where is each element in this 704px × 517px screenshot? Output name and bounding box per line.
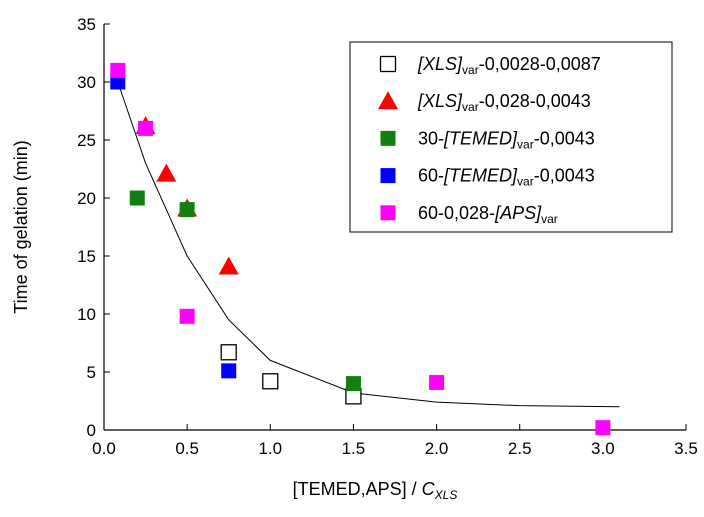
text-part: [XLS] — [417, 91, 463, 111]
y-axis-label: Time of gelation (min) — [11, 140, 31, 313]
point — [129, 190, 145, 206]
legend-marker — [380, 130, 396, 146]
y-tick-label: 5 — [87, 363, 96, 382]
text-part: var — [541, 212, 558, 226]
point — [156, 163, 177, 182]
x-tick-label: 2.0 — [425, 439, 449, 458]
point — [110, 62, 126, 78]
x-tick-label: 0.0 — [92, 439, 116, 458]
x-tick-label: 3.5 — [674, 439, 698, 458]
x-tick-label: 1.5 — [342, 439, 366, 458]
x-axis-label: [TEMED,APS] / CXLS — [293, 479, 458, 502]
text-part: [XLS] — [417, 54, 463, 74]
text-part: 60-0,028- — [418, 203, 495, 223]
legend-label: 30-[TEMED]var-0,0043 — [418, 128, 595, 151]
x-tick-label: 1.0 — [258, 439, 282, 458]
text-part: C — [422, 479, 436, 499]
text-part: 30- — [418, 128, 444, 148]
x-tick-label: 3.0 — [591, 439, 615, 458]
text-part: -0,0043 — [534, 128, 595, 148]
legend-label: 60-0,028-[APS]var — [418, 203, 558, 226]
x-tick-label: 2.5 — [508, 439, 532, 458]
point — [221, 363, 237, 379]
point — [110, 74, 126, 90]
text-part: [TEMED,APS] / — [293, 479, 422, 499]
y-tick-label: 30 — [77, 73, 96, 92]
legend-marker — [380, 168, 396, 184]
y-tick-label: 10 — [77, 305, 96, 324]
y-tick-label: 25 — [77, 131, 96, 150]
point — [429, 374, 445, 390]
y-tick-label: 35 — [77, 15, 96, 34]
point — [345, 376, 361, 392]
text-part: -0,0028-0,0087 — [479, 54, 601, 74]
text-part: var — [462, 100, 479, 114]
text-part: -0,028-0,0043 — [479, 91, 591, 111]
point — [345, 388, 362, 405]
text-part: var — [517, 175, 534, 189]
point — [179, 202, 195, 218]
text-part: var — [462, 63, 479, 77]
legend-marker — [380, 205, 396, 221]
text-part: [APS] — [494, 203, 542, 223]
legend-label: [XLS]var-0,028-0,0043 — [417, 91, 591, 114]
x-tick-label: 0.5 — [175, 439, 199, 458]
legend-box — [349, 41, 673, 233]
legend-marker — [378, 91, 398, 110]
point — [179, 308, 195, 324]
point — [595, 420, 611, 436]
y-tick-label: 0 — [87, 421, 96, 440]
point — [138, 120, 154, 136]
point — [220, 344, 237, 361]
text-part: 60- — [418, 166, 444, 186]
legend-label: 60-[TEMED]var-0,0043 — [418, 166, 595, 189]
text-part: [TEMED] — [443, 166, 518, 186]
legend-label: [XLS]var-0,0028-0,0087 — [417, 54, 601, 77]
text-part: XLS — [434, 488, 458, 502]
fit-curve — [117, 81, 620, 408]
legend-marker — [379, 55, 397, 73]
text-part: var — [517, 137, 534, 151]
point — [218, 256, 239, 275]
text-part: -0,0043 — [534, 166, 595, 186]
point — [262, 373, 279, 390]
text-part: [TEMED] — [443, 128, 518, 148]
y-tick-label: 15 — [77, 247, 96, 266]
y-tick-label: 20 — [77, 189, 96, 208]
